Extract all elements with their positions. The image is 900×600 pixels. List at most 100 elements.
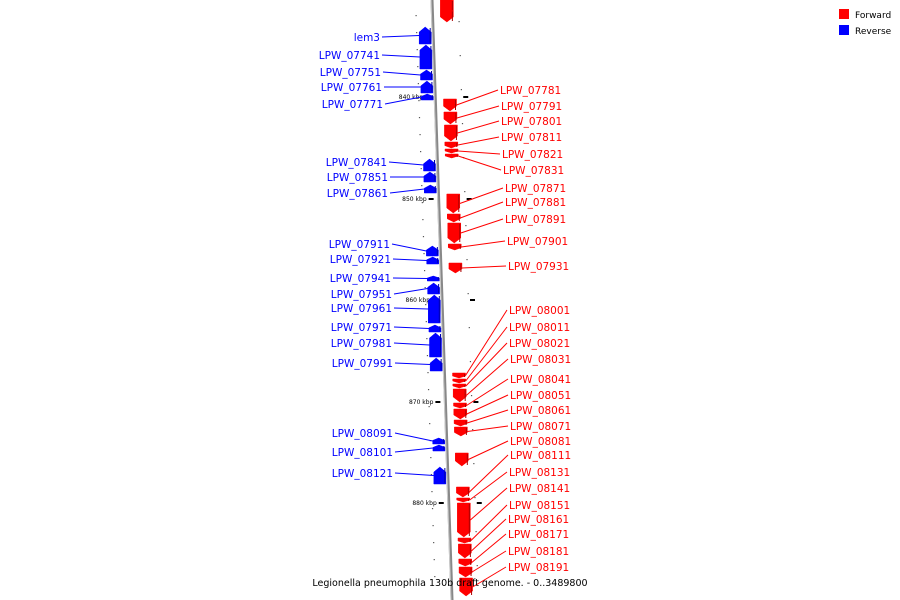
gene-arrow[interactable] (458, 558, 472, 567)
gene-arrow[interactable] (457, 537, 472, 544)
gene-label[interactable]: LPW_08121 (332, 468, 393, 480)
gene-lpw-08021[interactable]: LPW_08021 (452, 338, 570, 389)
gene-arrow[interactable] (452, 378, 466, 384)
gene-label[interactable]: lem3 (354, 32, 380, 44)
gene-arrow[interactable] (444, 141, 459, 149)
gene-label[interactable]: LPW_08171 (508, 529, 569, 541)
gene-label[interactable]: LPW_08111 (510, 450, 571, 462)
gene-lpw-08031[interactable]: LPW_08031 (452, 354, 571, 403)
gene-arrow[interactable] (455, 452, 469, 467)
gene-arrow[interactable] (428, 294, 441, 324)
gene-lpw-08061[interactable]: LPW_08061 (453, 405, 571, 427)
gene-arrow[interactable] (456, 497, 470, 503)
gene-label[interactable]: LPW_07761 (321, 82, 382, 94)
gene-arrow[interactable] (454, 426, 468, 437)
gene-lpw-07921[interactable]: LPW_07921 (330, 254, 439, 266)
gene-lpw-08181[interactable]: LPW_08181 (458, 546, 569, 578)
gene-label[interactable]: LPW_07991 (332, 358, 393, 370)
gene-label[interactable]: LPW_07921 (330, 254, 391, 266)
gene-arrow[interactable] (458, 566, 473, 578)
gene-label[interactable]: LPW_08141 (509, 483, 570, 495)
gene-label[interactable]: LPW_08161 (508, 514, 569, 526)
gene-arrow[interactable] (423, 171, 437, 183)
gene-label[interactable]: LPW_07931 (508, 261, 569, 273)
gene-arrow[interactable] (443, 111, 458, 125)
gene-lpw-08001[interactable]: LPW_08001 (452, 305, 571, 379)
gene-lpw-07941[interactable]: LPW_07941 (330, 273, 440, 285)
gene-lpw-07841[interactable]: LPW_07841 (326, 157, 436, 172)
gene-label[interactable]: LPW_08051 (510, 390, 571, 402)
gene-arrow[interactable] (423, 158, 436, 172)
gene-lpw-07811[interactable]: LPW_07811 (444, 132, 562, 149)
gene-lpw-07851[interactable]: LPW_07851 (327, 171, 437, 184)
gene-label[interactable]: LPW_08001 (509, 305, 570, 317)
gene-arrow[interactable] (420, 93, 434, 101)
gene-label[interactable]: LPW_07791 (501, 101, 562, 113)
gene-label[interactable]: LPW_08101 (332, 447, 393, 459)
gene-label[interactable]: LPW_07781 (500, 85, 561, 97)
gene-lpw-08051[interactable]: LPW_08051 (453, 390, 571, 420)
gene-lpw-07801[interactable]: LPW_07801 (444, 116, 562, 142)
gene-label[interactable]: LPW_07861 (327, 188, 388, 200)
gene-label[interactable]: LPW_08081 (510, 436, 571, 448)
gene-arrow[interactable] (424, 184, 437, 194)
gene-lpw-08071[interactable]: LPW_08071 (454, 421, 571, 437)
gene-lpw-07901[interactable]: LPW_07901 (447, 236, 568, 251)
gene-lpw-07931[interactable]: LPW_07931 (448, 261, 569, 274)
gene-label[interactable]: LPW_07821 (502, 149, 563, 161)
gene-label[interactable]: LPW_08191 (508, 562, 569, 574)
gene-label[interactable]: LPW_07841 (326, 157, 387, 169)
gene-arrow[interactable] (427, 282, 440, 295)
gene-label[interactable]: LPW_08011 (509, 322, 570, 334)
gene-label[interactable]: LPW_08041 (510, 374, 571, 386)
gene-arrow[interactable] (456, 486, 470, 498)
gene-label[interactable]: LPW_07811 (501, 132, 562, 144)
gene-lpw-07861[interactable]: LPW_07861 (327, 184, 437, 200)
gene-label[interactable]: LPW_07831 (503, 165, 564, 177)
gene-label[interactable]: LPW_08091 (332, 428, 393, 440)
gene-arrow[interactable] (448, 262, 463, 274)
gene-label[interactable]: LPW_08181 (508, 546, 569, 558)
gene-lpw-08171[interactable]: LPW_08171 (458, 529, 569, 567)
gene-label[interactable]: LPW_07941 (330, 273, 391, 285)
gene-label[interactable]: LPW_08021 (509, 338, 570, 350)
gene-label[interactable]: LPW_08061 (510, 405, 571, 417)
gene-lpw-08101[interactable]: LPW_08101 (332, 444, 446, 459)
gene-lpw-08141[interactable]: LPW_08141 (457, 483, 570, 538)
gene-arrow[interactable] (452, 388, 467, 403)
gene-label[interactable]: LPW_07741 (319, 50, 380, 62)
gene-[interactable] (440, 0, 454, 23)
gene-arrow[interactable] (419, 44, 433, 70)
gene-lpw-07981[interactable]: LPW_07981 (331, 332, 442, 358)
gene-lem3[interactable]: lem3 (354, 26, 432, 45)
gene-arrow[interactable] (433, 466, 447, 485)
gene-arrow[interactable] (447, 243, 462, 251)
gene-label[interactable]: LPW_07961 (331, 303, 392, 315)
gene-lpw-07871[interactable]: LPW_07871 (446, 183, 566, 214)
gene-label[interactable]: LPW_07951 (331, 289, 392, 301)
gene-arrow[interactable] (426, 256, 439, 265)
gene-arrow[interactable] (420, 80, 434, 94)
gene-lpw-07961[interactable]: LPW_07961 (331, 294, 441, 324)
gene-label[interactable]: LPW_07901 (507, 236, 568, 248)
gene-label[interactable]: LPW_07971 (331, 322, 392, 334)
gene-arrow[interactable] (418, 26, 432, 45)
gene-arrow[interactable] (458, 543, 472, 559)
gene-label[interactable]: LPW_08031 (510, 354, 571, 366)
gene-arrow[interactable] (459, 577, 473, 597)
gene-lpw-07951[interactable]: LPW_07951 (331, 282, 440, 301)
gene-arrow[interactable] (446, 193, 461, 214)
gene-lpw-07741[interactable]: LPW_07741 (319, 44, 433, 70)
gene-lpw-08041[interactable]: LPW_08041 (453, 374, 572, 409)
gene-arrow[interactable] (443, 98, 457, 112)
gene-label[interactable]: LPW_07891 (505, 214, 566, 226)
gene-arrow[interactable] (429, 332, 442, 358)
gene-lpw-07821[interactable]: LPW_07821 (444, 148, 563, 161)
gene-label[interactable]: LPW_07851 (327, 172, 388, 184)
gene-lpw-07831[interactable]: LPW_07831 (444, 153, 564, 177)
gene-lpw-07881[interactable]: LPW_07881 (447, 197, 566, 223)
gene-lpw-07891[interactable]: LPW_07891 (447, 214, 566, 244)
gene-lpw-08131[interactable]: LPW_08131 (456, 467, 571, 503)
gene-label[interactable]: LPW_07801 (501, 116, 562, 128)
gene-arrow[interactable] (429, 357, 443, 372)
